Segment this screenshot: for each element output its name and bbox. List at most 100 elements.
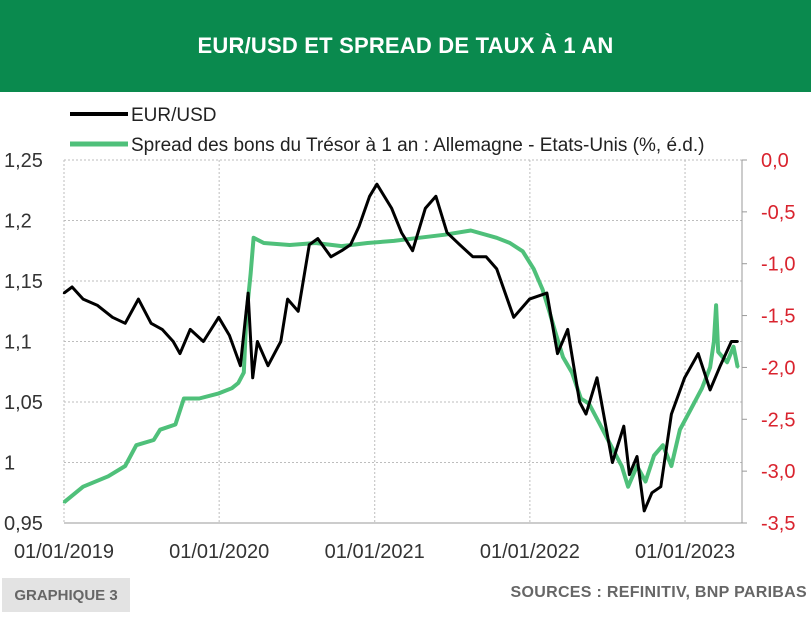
eurusd-data-point — [70, 285, 74, 289]
eurusd-data-point — [217, 316, 220, 319]
eurusd-data-point — [297, 310, 300, 313]
spread-data-point — [198, 397, 201, 400]
spread-data-point — [598, 423, 602, 426]
spread-data-point — [717, 350, 720, 354]
eurusd-data-point — [643, 509, 646, 513]
y-right-tick-label: -3,5 — [761, 513, 795, 535]
spread-data-point — [570, 371, 574, 374]
eurusd-data-point — [251, 376, 254, 379]
x-tick-label: 01/01/2020 — [169, 541, 269, 563]
eurusd-data-point — [445, 231, 449, 234]
y-right-tick-label: -0,5 — [761, 202, 795, 224]
spread-data-point — [661, 444, 665, 447]
eurusd-data-point — [670, 412, 673, 416]
spread-data-point — [107, 475, 110, 478]
eurusd-data-point — [172, 340, 175, 343]
eurusd-data-point — [736, 340, 739, 343]
eurusd-data-point — [137, 297, 140, 301]
figure-tag: GRAPHIQUE 3 — [2, 578, 130, 612]
eurusd-data-point — [266, 364, 270, 367]
spread-data-point — [340, 244, 343, 248]
spread-data-point — [689, 407, 693, 411]
spread-data-point — [182, 397, 186, 400]
y-right-tick-label: -1,0 — [761, 254, 795, 276]
spread-data-point — [62, 501, 66, 504]
y-right-tick-label: -1,5 — [761, 306, 795, 328]
spread-data-point — [644, 480, 647, 483]
spread-data-point — [561, 355, 565, 359]
eurusd-data-point — [178, 352, 182, 355]
x-tick-label: 01/01/2023 — [635, 541, 735, 563]
spread-data-point — [237, 381, 240, 385]
spread-data-point — [678, 428, 682, 431]
spread-data-point — [620, 464, 623, 468]
spread-data-point — [249, 272, 252, 276]
spread-data-point — [135, 444, 138, 447]
eurusd-data-point — [81, 297, 85, 301]
y-left-tick-label: 1,1 — [4, 332, 32, 354]
spread-data-point — [124, 464, 127, 468]
chart-area: 0,95 1 1,05 1,1 1,15 1,2 1,25 0,0 -0,5 -1,0 -1,5 -2… — [4, 105, 795, 563]
spread-data-point — [81, 485, 85, 488]
spread-data-point — [626, 485, 630, 488]
spread-data-point — [392, 239, 396, 243]
spread-data-point — [217, 392, 220, 395]
legend-label: EUR/USD — [131, 105, 217, 126]
y-right-tick-label: -2,5 — [761, 409, 795, 431]
spread-data-point — [712, 340, 716, 343]
eurusd-data-point — [316, 237, 319, 240]
eurusd-data-point — [556, 352, 559, 355]
y-right-tick-label: 0,0 — [761, 150, 789, 172]
spread-data-point — [417, 236, 421, 239]
spread-data-point — [725, 361, 729, 364]
spread-data-point — [495, 236, 498, 239]
eurusd-data-point — [595, 376, 599, 379]
spread-data-point — [230, 387, 234, 390]
eurusd-data-point — [708, 388, 712, 392]
eurusd-data-point — [149, 322, 153, 325]
y-left-tick-label: 1,05 — [4, 392, 43, 414]
x-tick-label: 01/01/2021 — [325, 541, 425, 563]
spread-data-point — [174, 423, 177, 426]
spread-data-point — [366, 241, 369, 245]
eurusd-data-point — [279, 340, 282, 343]
y-left-tick-label: 1,25 — [4, 150, 43, 172]
eurusd-data-point — [424, 207, 427, 210]
eurusd-data-point — [286, 297, 289, 301]
eurusd-data-point — [411, 249, 414, 252]
eurusd-data-point — [584, 412, 588, 416]
spread-data-point — [252, 236, 255, 239]
eurusd-data-point — [471, 255, 475, 258]
spread-data-point — [443, 233, 447, 236]
eurusd-data-point — [697, 352, 700, 355]
eurusd-data-point — [659, 485, 662, 488]
spread-data-point — [670, 464, 673, 468]
eurusd-data-point — [635, 455, 639, 458]
eurusd-data-point — [161, 328, 164, 331]
eurusd-data-point — [349, 243, 352, 246]
spread-series-line — [62, 228, 740, 504]
spread-data-point — [714, 304, 718, 307]
spread-data-point — [652, 454, 656, 457]
eurusd-data-point — [683, 376, 686, 379]
spread-data-point — [469, 229, 472, 232]
eurusd-data-point — [368, 195, 371, 198]
x-tick-label: 01/01/2022 — [480, 541, 580, 563]
eurusd-data-point — [611, 461, 614, 464]
title-banner: EUR/USD ET SPREAD DE TAUX À 1 AN — [0, 0, 811, 92]
eurusd-data-point — [239, 364, 242, 367]
spread-data-point — [541, 288, 544, 291]
eurusd-data-point — [434, 195, 438, 198]
spread-data-point — [700, 387, 704, 390]
eurusd-data-point — [189, 328, 192, 331]
spread-data-point — [732, 345, 735, 348]
eurusd-data-point — [400, 231, 403, 234]
y-left-tick-label: 1,2 — [4, 211, 32, 233]
y-left-tick-label: 1 — [4, 453, 15, 475]
eurusd-data-point — [545, 291, 549, 295]
spread-data-point — [508, 241, 512, 245]
y-right-tick-label: -2,0 — [761, 357, 795, 379]
spread-data-point — [288, 243, 291, 247]
eurusd-data-point — [650, 491, 654, 494]
y-left-tick-label: 1,15 — [4, 271, 43, 293]
